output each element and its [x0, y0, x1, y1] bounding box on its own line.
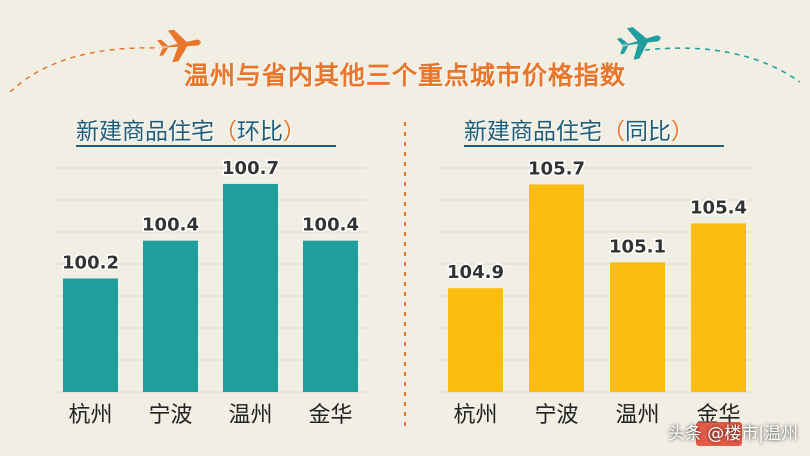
left-bar-2 [143, 240, 198, 392]
left-title-underline [76, 145, 336, 147]
right-chart-title-term: 同比 [625, 119, 671, 145]
left-value-label: 100.2 [62, 253, 119, 274]
left-category-label: 金华 [308, 403, 352, 428]
left-chart-title-name: 新建商品住宅 [76, 119, 214, 145]
right-category-label: 宁波 [534, 403, 578, 428]
right-category-label: 杭州 [453, 403, 497, 428]
right-chart-title-name: 新建商品住宅 [464, 119, 602, 145]
left-value-label: 100.4 [302, 215, 359, 236]
watermark: 头条 @楼市|温州 [667, 424, 798, 444]
left-category-label: 杭州 [68, 403, 112, 428]
right-chart-title-close: ） [671, 119, 694, 145]
right-value-label: 105.1 [609, 236, 666, 257]
infographic-title: 温州与省内其他三个重点城市价格指数 [183, 61, 626, 90]
left-value-label: 100.4 [142, 215, 199, 236]
left-bar-3 [223, 183, 278, 392]
left-category-label: 温州 [228, 403, 272, 428]
right-chart-title: 新建商品住宅（同比） [464, 112, 694, 146]
right-bar-1 [448, 288, 503, 392]
right-category-label: 温州 [615, 403, 659, 428]
airplane-icon [616, 27, 661, 60]
left-value-label: 100.7 [222, 158, 279, 179]
left-chart-title: 新建商品住宅（环比） [76, 112, 306, 146]
right-title-underline [464, 145, 724, 147]
left-chart-title-close: ） [283, 119, 306, 145]
airplane-icon [157, 29, 201, 63]
left-chart-title-open: （ [214, 119, 237, 145]
flight-path-left [9, 47, 161, 93]
right-chart-title-open: （ [602, 119, 625, 145]
left-category-label: 宁波 [148, 403, 192, 428]
right-value-label: 105.7 [528, 158, 585, 179]
right-bar-3 [610, 262, 665, 392]
left-bar-1 [63, 278, 118, 392]
left-bar-4 [303, 240, 358, 392]
left-chart-title-term: 环比 [237, 119, 283, 145]
right-bar-4 [691, 223, 746, 392]
flight-path-right [644, 47, 801, 83]
right-bar-2 [529, 184, 584, 392]
watermark-badge [696, 422, 742, 446]
chart-left: 100.2 杭州 100.4 宁波 100.7 温州 100.4 金华 [55, 156, 366, 428]
right-value-label: 104.9 [447, 262, 504, 283]
right-value-label: 105.4 [690, 197, 747, 218]
